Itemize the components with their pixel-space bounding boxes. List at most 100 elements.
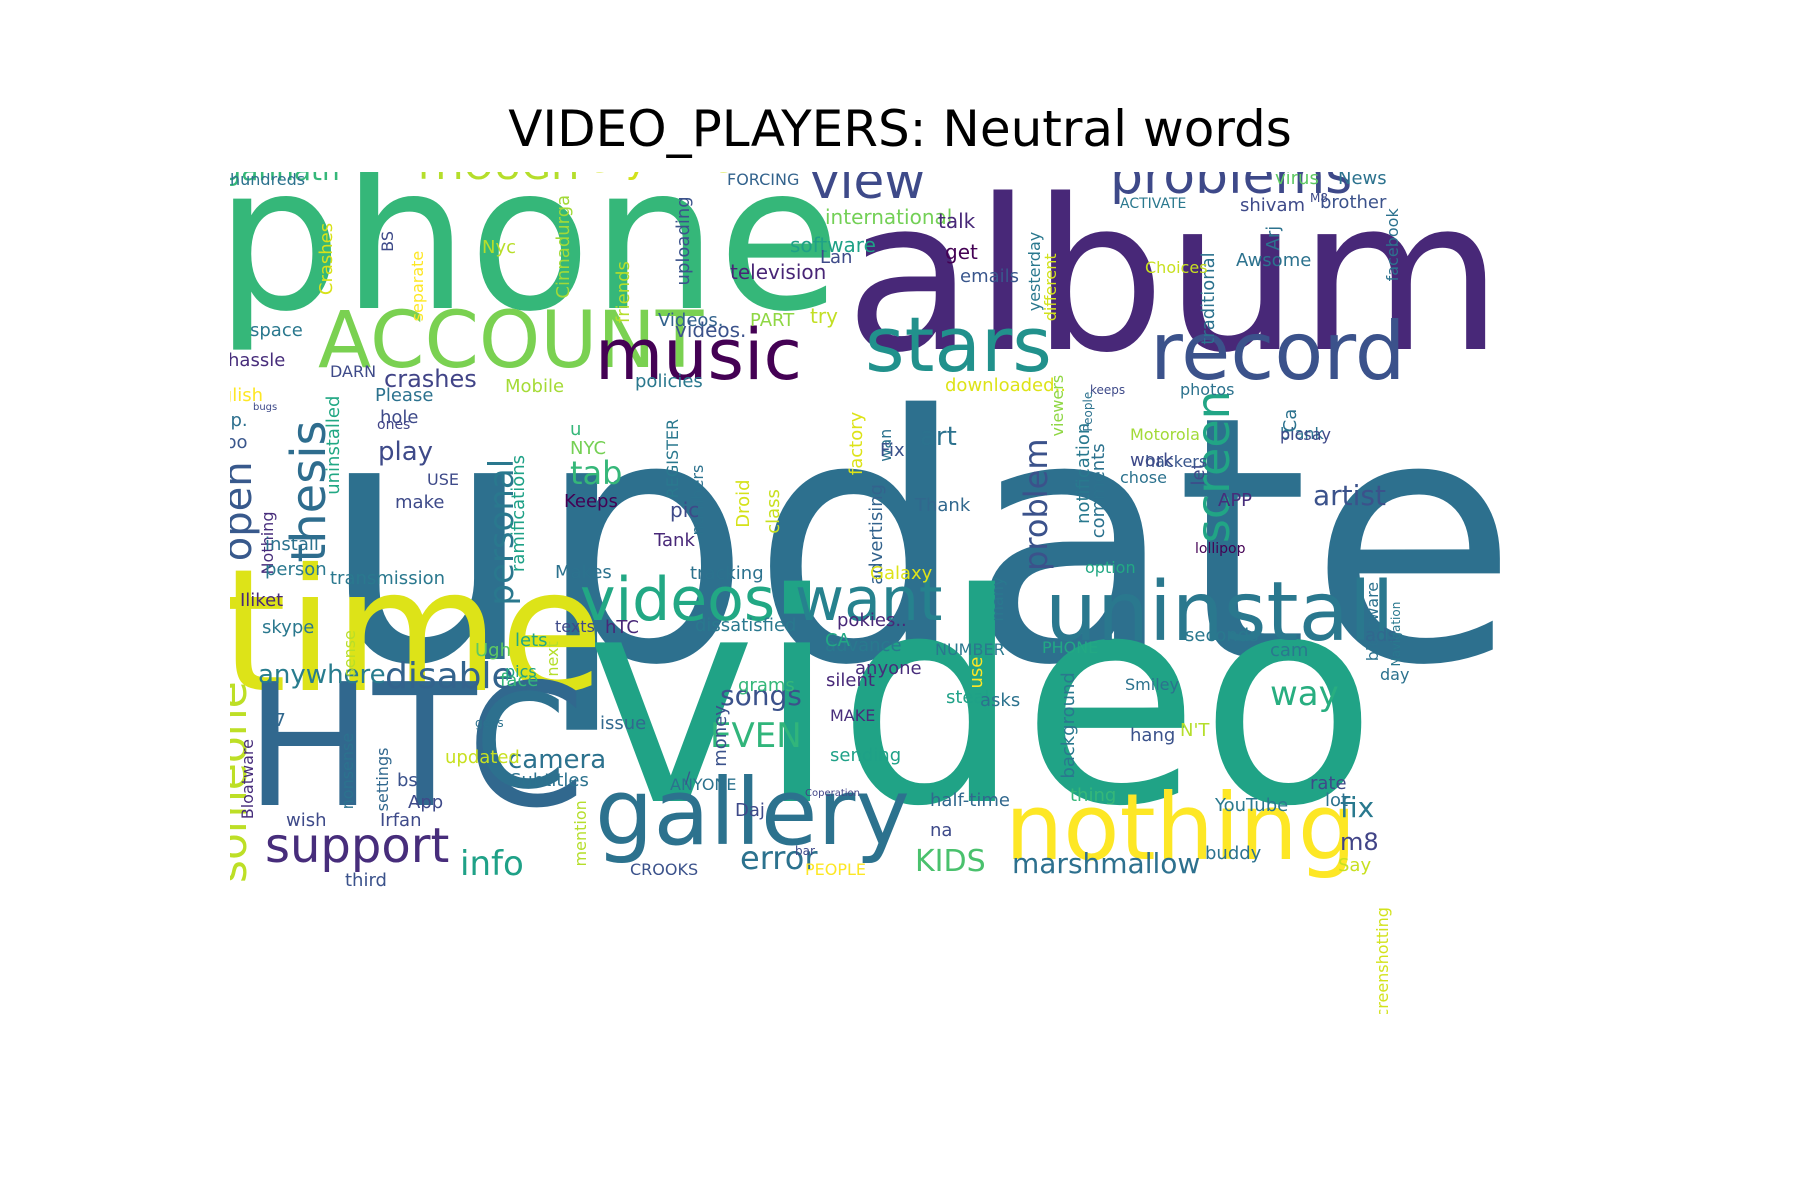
cloud-word: make — [395, 492, 445, 513]
cloud-word: APP — [1218, 490, 1253, 511]
cloud-word: fix — [1340, 791, 1375, 824]
cloud-word: bugs — [253, 402, 278, 413]
cloud-word: use — [966, 656, 987, 689]
cloud-word: wish — [286, 810, 327, 831]
cloud-word: PEOPLE — [805, 860, 867, 879]
cloud-word: stars — [865, 300, 1052, 389]
cloud-word: pokies.. — [837, 610, 907, 631]
cloud-word: videos — [580, 565, 776, 635]
cloud-word: uninstalled — [323, 395, 344, 495]
cloud-word: THOUGH — [412, 172, 580, 185]
cloud-word: Mobile — [505, 376, 565, 397]
cloud-word: videos. — [675, 318, 747, 342]
cloud-word: international — [825, 205, 953, 229]
cloud-word: problem — [1017, 438, 1055, 571]
cloud-word: Iliket — [240, 590, 284, 611]
cloud-word: album — [845, 172, 1503, 399]
cloud-word: updated — [445, 747, 520, 768]
cloud-word: transmission — [330, 568, 445, 589]
cloud-word: facebook — [1383, 208, 1402, 282]
cloud-word: People — [1081, 391, 1095, 432]
cloud-word: MAKE — [830, 706, 876, 725]
cloud-word: talk — [938, 209, 976, 233]
cloud-word: ACCOUNT — [318, 296, 704, 386]
cloud-word: option — [1085, 558, 1136, 577]
cloud-word: phone — [230, 172, 841, 356]
cloud-word: space — [250, 320, 303, 341]
cloud-word: ramifications — [508, 454, 529, 573]
cloud-word: Choices — [1145, 258, 1208, 277]
cloud-word: tab — [570, 454, 623, 492]
cloud-word: virus — [1275, 172, 1319, 189]
cloud-word: English — [230, 385, 263, 406]
cloud-word: ones — [377, 417, 411, 433]
cloud-word: Turbo — [230, 432, 248, 453]
cloud-word: error — [740, 839, 818, 877]
cloud-word: dissatisfied — [695, 615, 797, 636]
cloud-word: get — [945, 240, 978, 264]
cloud-word: hTC — [605, 617, 639, 638]
cloud-word: PART — [750, 310, 795, 331]
cloud-word: Irfan — [380, 810, 422, 831]
cloud-word: songs — [720, 679, 802, 712]
cloud-word: Fix — [880, 440, 905, 461]
cloud-word: lets — [515, 630, 548, 651]
cloud-word: EVEN — [710, 716, 802, 756]
cloud-word: thing — [1070, 785, 1117, 806]
cloud-word: advance — [825, 635, 902, 656]
cloud-word: News — [1338, 172, 1387, 189]
cloud-word: gees — [475, 716, 504, 730]
cloud-word: steal — [946, 687, 990, 708]
cloud-word: KIDS — [915, 844, 986, 879]
cloud-word: Lan — [820, 247, 853, 268]
cloud-word: hang — [1130, 725, 1176, 746]
cloud-word: Ca — [1280, 408, 1301, 433]
cloud-word: shivam — [1240, 195, 1306, 216]
cloud-word: sending — [830, 745, 902, 766]
cloud-word: lollipop — [1195, 541, 1246, 557]
cloud-word: mention — [571, 800, 590, 867]
cloud-word: texts — [555, 617, 595, 636]
cloud-word: anywhere — [258, 660, 386, 690]
cloud-word: Subtitles — [510, 770, 589, 791]
cloud-word: hole — [380, 407, 419, 428]
cloud-word: half-time — [930, 790, 1010, 811]
cloud-word: Videos. — [658, 310, 724, 331]
cloud-word: ads — [1365, 625, 1397, 646]
cloud-word: picsay — [1280, 425, 1332, 444]
cloud-word: time — [230, 533, 605, 731]
cloud-word: way — [1270, 674, 1339, 714]
cloud-word: disable — [385, 656, 514, 697]
cloud-word: seconds — [1185, 625, 1259, 646]
cloud-word: Everytime — [540, 172, 734, 178]
cloud-word: Makes — [555, 562, 612, 583]
cloud-word: sense — [340, 630, 359, 677]
cloud-word: chose — [1120, 468, 1167, 487]
cloud-word: DARN — [330, 362, 377, 381]
cloud-word: nothing — [1005, 774, 1357, 881]
cloud-word: person — [265, 559, 327, 580]
cloud-word: day — [1380, 665, 1410, 684]
cloud-word: app. — [230, 410, 248, 431]
cloud-word: info — [460, 844, 524, 884]
cloud-word: Cinnadurga — [553, 194, 574, 299]
cloud-word: problems — [1110, 172, 1353, 206]
cloud-word: work — [1130, 450, 1174, 471]
cloud-word: bloatware — [1363, 581, 1382, 662]
cloud-word: different — [1041, 253, 1060, 322]
cloud-word: open — [230, 461, 261, 562]
cloud-word: tracking — [690, 563, 764, 584]
cloud-word: hackers — [1145, 452, 1208, 471]
cloud-word: gallery — [595, 759, 910, 866]
cloud-word: pics — [505, 662, 537, 681]
chart-title: VIDEO_PLAYERS: Neutral words — [508, 100, 1292, 158]
cloud-word: money — [710, 705, 731, 767]
cloud-word: factory — [846, 411, 867, 476]
cloud-word: CROOKS — [630, 860, 699, 879]
cloud-word: Navigation — [1389, 601, 1403, 667]
cloud-word: Galaxy — [870, 563, 933, 584]
cloud-word: crashes — [384, 365, 477, 393]
cloud-word: background — [1058, 672, 1079, 779]
